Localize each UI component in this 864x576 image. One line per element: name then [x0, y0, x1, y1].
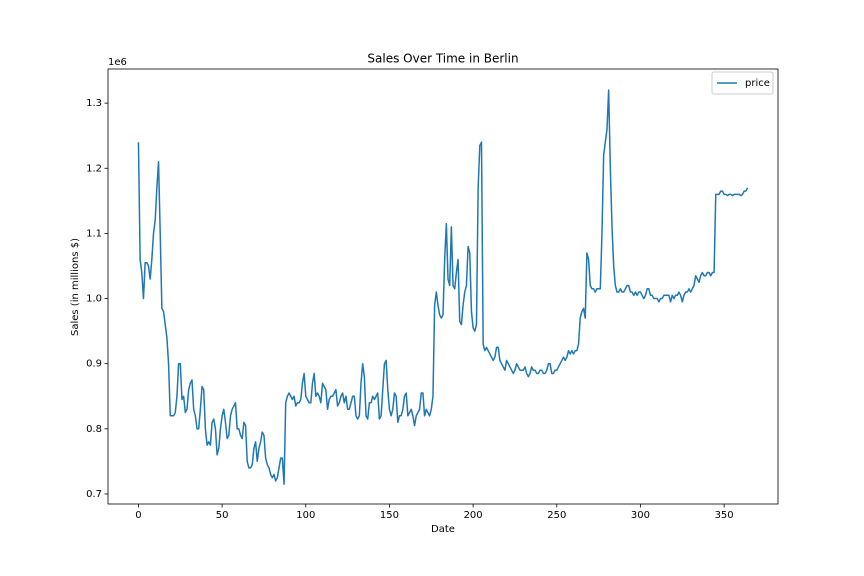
y-tick-label: 1.1: [86, 228, 102, 239]
chart-title: Sales Over Time in Berlin: [367, 52, 518, 66]
y-tick-label: 0.9: [86, 359, 102, 370]
x-tick-label: 100: [296, 510, 315, 521]
data-line: [137, 89, 749, 485]
y-axis-label: Sales (in millions $): [70, 238, 81, 336]
x-tick-label: 250: [547, 510, 566, 521]
x-tick-label: 200: [464, 510, 483, 521]
legend-box: [711, 71, 774, 95]
y-tick-label: 0.8: [86, 424, 102, 435]
x-tick-label: 350: [715, 510, 734, 521]
y-offset-text: 1e6: [108, 57, 127, 68]
y-tick-label: 0.7: [86, 489, 102, 500]
x-axis-label: Date: [431, 524, 455, 535]
x-tick-label: 50: [216, 510, 229, 521]
plot-frame: [107, 68, 779, 505]
legend-label: price: [745, 78, 770, 89]
y-tick-label: 1.2: [86, 163, 102, 174]
x-tick-label: 150: [380, 510, 399, 521]
y-tick-label: 1.3: [86, 98, 102, 109]
x-tick-label: 0: [135, 510, 141, 521]
y-tick-label: 1.0: [86, 294, 102, 305]
x-tick-label: 300: [631, 510, 650, 521]
